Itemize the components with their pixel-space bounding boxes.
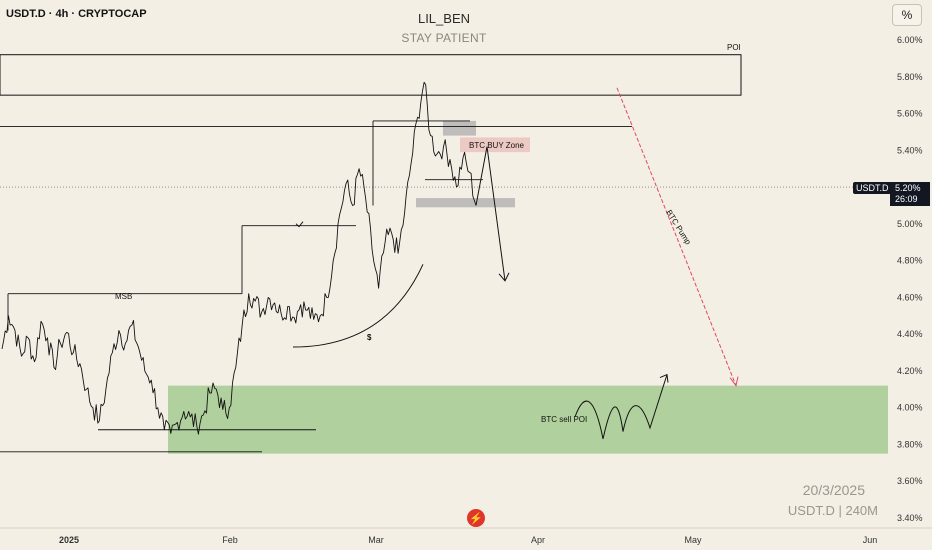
y-tick-label: 5.00% (897, 219, 923, 229)
sell-squiggle (574, 374, 668, 440)
current-price-value: 5.20% (895, 183, 921, 193)
btc-sell-poi-label: BTC sell POI (541, 415, 587, 424)
gray-zone-upper (443, 120, 476, 136)
y-tick-label: 4.60% (897, 292, 923, 302)
bar-countdown: 26:09 (895, 194, 918, 204)
chart-title: LIL_BEN (417, 11, 471, 26)
y-axis: 6.00% 5.80% 5.60% 5.40% 5.20% 5.00% 4.80% 4.60%… (897, 35, 923, 523)
btc-pump-arrowhead (729, 376, 739, 387)
x-tick-label: Jun (863, 535, 878, 545)
y-tick-label: 5.60% (897, 109, 923, 119)
poi-label: POI (727, 43, 741, 52)
btc-sell-poi-zone (168, 385, 888, 454)
symbol-info: USDT.D · 4h · CRYPTOCAP (6, 8, 147, 20)
watermark-symbol: USDT.D | 240M (787, 503, 878, 518)
y-tick-label: 5.40% (897, 145, 923, 155)
projection-path (475, 146, 506, 281)
y-tick-label: 3.60% (897, 476, 923, 486)
watermark-date: 20/3/2025 (802, 482, 865, 498)
x-tick-label: Feb (222, 535, 238, 545)
poi-box (0, 54, 742, 96)
x-tick-label: Apr (531, 535, 545, 545)
price-series-line (1, 81, 477, 435)
current-price-badge: 5.20% 26:09 (890, 182, 930, 206)
projection-arrowhead (498, 272, 510, 282)
check-icon (295, 221, 304, 228)
y-tick-label: 4.40% (897, 329, 923, 339)
percent-toggle-button[interactable]: % (892, 4, 922, 26)
btc-buy-zone-label: BTC BUY Zone (469, 141, 525, 150)
y-tick-label: 5.80% (897, 72, 923, 82)
y-tick-label: 3.40% (897, 513, 923, 523)
y-tick-label: 4.00% (897, 403, 923, 413)
x-tick-label: May (684, 535, 702, 545)
dollar-label: $ (367, 333, 372, 342)
y-tick-label: 4.20% (897, 366, 923, 376)
sell-squiggle-arrowhead (659, 373, 669, 383)
chart-subtitle: STAY PATIENT (401, 31, 487, 45)
liquidity-arc (292, 264, 424, 348)
btc-buy-zone-box (460, 137, 530, 153)
x-tick-label: Mar (368, 535, 384, 545)
y-tick-label: 3.80% (897, 439, 923, 449)
current-symbol-badge: USDT.D (853, 182, 892, 194)
y-tick-label: 6.00% (897, 35, 923, 45)
x-tick-label: 2025 (59, 535, 79, 545)
x-axis: 2025 Feb Mar Apr May Jun (0, 527, 932, 545)
y-tick-label: 4.80% (897, 256, 923, 266)
gray-zone-lower (416, 198, 515, 208)
lightning-logo-icon[interactable]: ⚡ (467, 509, 485, 527)
msb-label: MSB (115, 292, 132, 301)
zones-layer (0, 54, 888, 454)
btc-pump-arrow (616, 87, 737, 386)
